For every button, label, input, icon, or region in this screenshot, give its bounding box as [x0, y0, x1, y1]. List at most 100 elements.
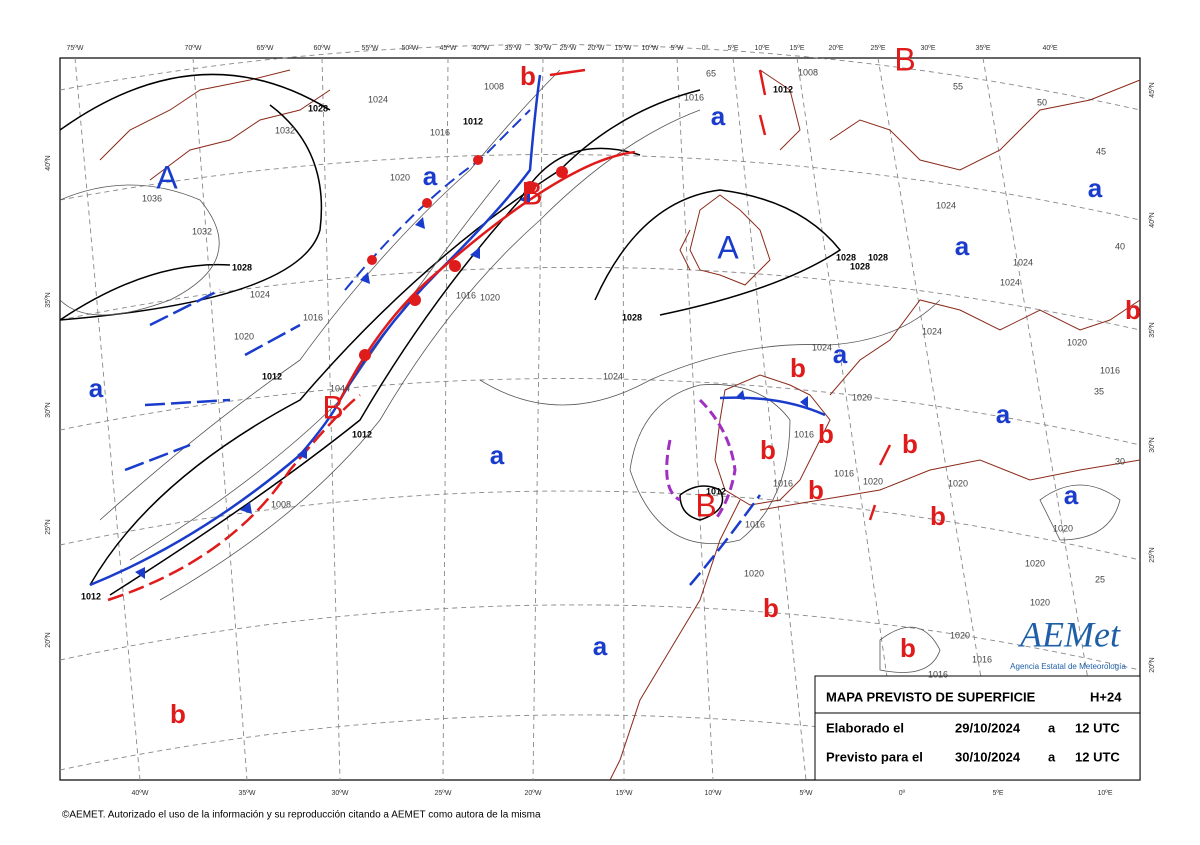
- longitude-label: 40ºE: [1042, 45, 1057, 52]
- isobar-label: 25: [1095, 574, 1105, 584]
- pressure-center: A: [717, 229, 739, 265]
- isobar-label: 1016: [773, 478, 793, 488]
- isobar-label: 1028: [232, 262, 252, 272]
- pressure-center: b: [1125, 295, 1141, 325]
- pressure-center: a: [89, 373, 104, 403]
- longitude-label: 30ºW: [535, 45, 552, 52]
- longitude-label: 5ºE: [727, 45, 738, 52]
- isobar-label: 35: [1094, 386, 1104, 396]
- isobar-label: 1024: [1000, 277, 1020, 287]
- isobar-label: 1028: [850, 261, 870, 271]
- info-title: MAPA PREVISTO DE SUPERFICIE: [826, 689, 1036, 704]
- isobar-label: 1008: [798, 67, 818, 77]
- pressure-center: b: [930, 501, 946, 531]
- longitude-label: 10ºW: [705, 790, 722, 797]
- pressure-center: b: [808, 475, 824, 505]
- isobar-label: 65: [706, 68, 716, 78]
- longitude-label: 70ºW: [185, 45, 202, 52]
- isobar-label: 1020: [948, 478, 968, 488]
- isobar-label: 50: [1037, 97, 1047, 107]
- isobar-label: 1016: [430, 127, 450, 137]
- longitude-label: 50ºW: [402, 45, 419, 52]
- isobar-label: 1016: [794, 429, 814, 439]
- latitude-label: 35ºN: [45, 292, 52, 307]
- isobar-label: 55: [953, 81, 963, 91]
- latitude-label: 45ºN: [1149, 82, 1156, 97]
- pressure-center: B: [322, 389, 343, 425]
- isobar-label: 1012: [262, 371, 282, 381]
- copyright: ©AEMET. Autorizado el uso de la informac…: [62, 810, 541, 821]
- longitude-label: 5ºW: [670, 45, 683, 52]
- isobar-label: 1016: [834, 468, 854, 478]
- isobar-label: 1028: [308, 103, 328, 113]
- isobar-label: 1016: [928, 669, 948, 679]
- info-cell: 12 UTC: [1075, 749, 1120, 764]
- isobar-label: 1036: [142, 193, 162, 203]
- fronts: [89, 68, 892, 602]
- isobar-label: 1024: [922, 326, 942, 336]
- graticule: [59, 44, 1141, 781]
- longitude-label: 15ºW: [615, 45, 632, 52]
- isobar-label: 1016: [684, 92, 704, 102]
- longitude-label: 40ºW: [473, 45, 490, 52]
- pressure-center: b: [902, 429, 918, 459]
- isobar-label: 1024: [1013, 257, 1033, 267]
- longitude-label: 5ºE: [992, 790, 1003, 797]
- coastlines: [99, 69, 1141, 781]
- info-frame: [814, 675, 1141, 781]
- pressure-center: b: [170, 699, 186, 729]
- isobar-label: 1020: [852, 392, 872, 402]
- latitude-label: 30ºN: [45, 402, 52, 417]
- longitude-label: 20ºW: [588, 45, 605, 52]
- longitude-label: 35ºE: [975, 45, 990, 52]
- isobar-label: 1016: [972, 654, 992, 664]
- longitude-label: 65ºW: [257, 45, 274, 52]
- longitude-label: 35ºW: [239, 790, 256, 797]
- isobar-label: 1020: [480, 292, 500, 302]
- logo-name: AEMet: [1018, 614, 1121, 654]
- lead-time: H+24: [1090, 689, 1122, 704]
- pressure-center: b: [790, 353, 806, 383]
- isobar-label: 1028: [836, 252, 856, 262]
- longitude-label: 15ºE: [789, 45, 804, 52]
- info-cell: 29/10/2024: [955, 720, 1021, 735]
- longitude-label: 60ºW: [314, 45, 331, 52]
- isobar-label: 1016: [1100, 365, 1120, 375]
- isobar-label: 1032: [275, 125, 295, 135]
- longitude-label: 55ºW: [362, 45, 379, 52]
- longitude-label: 20ºW: [525, 790, 542, 797]
- pressure-center: B: [894, 41, 915, 77]
- isobar-label: 1016: [456, 290, 476, 300]
- longitude-label: 30ºE: [920, 45, 935, 52]
- isobar-label: 1024: [812, 342, 832, 352]
- isobar-label: 1012: [706, 486, 726, 496]
- longitude-label: 30ºW: [332, 790, 349, 797]
- longitude-label: 25ºW: [435, 790, 452, 797]
- isobar-label: 1024: [603, 371, 623, 381]
- pressure-center: a: [955, 231, 970, 261]
- longitude-label: 5ºW: [799, 790, 812, 797]
- longitude-label: 10ºE: [1097, 790, 1112, 797]
- longitude-label: 10ºE: [754, 45, 769, 52]
- latitude-label: 35ºN: [1149, 322, 1156, 337]
- longitude-label: 75ºW: [67, 45, 84, 52]
- isobar-label: 1020: [863, 476, 883, 486]
- pressure-center: a: [423, 161, 438, 191]
- longitude-label: 0º: [899, 790, 906, 797]
- longitude-label: 35ºW: [505, 45, 522, 52]
- info-cell: Elaborado el: [826, 720, 904, 735]
- pressure-center: a: [833, 339, 848, 369]
- info-cell: a: [1048, 749, 1056, 764]
- info-cell: Previsto para el: [826, 749, 923, 764]
- latitude-label: 40ºN: [1149, 212, 1156, 227]
- isobar-label: 1028: [622, 312, 642, 322]
- latitude-label: 25ºN: [1149, 547, 1156, 562]
- longitude-label: 25ºE: [870, 45, 885, 52]
- isobar-label: 1020: [950, 630, 970, 640]
- isobar-label: 45: [1096, 146, 1106, 156]
- logo-subtitle: Agencia Estatal de Meteorología: [1010, 662, 1126, 671]
- isobar-label: 1012: [81, 591, 101, 601]
- pressure-center: A: [156, 159, 178, 195]
- isobar-label: 1012: [352, 429, 372, 439]
